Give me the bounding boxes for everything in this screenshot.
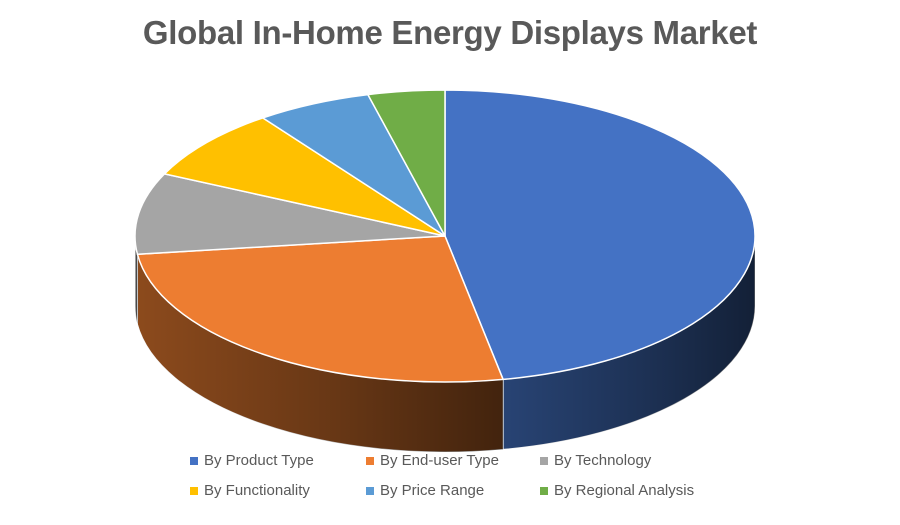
legend-label: By Technology [554, 452, 652, 469]
legend-label: By Regional Analysis [554, 482, 695, 499]
pie-side-shade-by-end-user-type [137, 254, 504, 452]
legend-label: By Product Type [204, 452, 314, 469]
legend-swatch [190, 486, 198, 495]
pie-slices [134, 89, 756, 383]
pie-slice-by-regional-analysis [367, 89, 446, 237]
pie-slice-by-technology [134, 173, 446, 256]
legend-label: By Functionality [204, 482, 310, 499]
legend-item-by-regional-analysis: By Regional Analysis [540, 482, 740, 499]
pie-slice-by-functionality [163, 117, 446, 237]
legend-item-by-functionality: By Functionality [190, 482, 366, 499]
legend-item-by-technology: By Technology [540, 452, 740, 469]
pie-slice-by-end-user-type [136, 235, 504, 383]
pie-side-shade-by-product-type [503, 236, 755, 450]
legend-item-by-product-type: By Product Type [190, 452, 366, 469]
legend-swatch [190, 456, 198, 465]
chart-legend: By Product Type By End-user Type By Techno… [190, 452, 750, 499]
chart-title: Global In-Home Energy Displays Market [142, 14, 758, 51]
legend-swatch [540, 456, 548, 465]
legend-item-by-end-user-type: By End-user Type [366, 452, 540, 469]
pie-side-shade-by-technology [135, 236, 138, 325]
legend-swatch [366, 486, 374, 495]
legend-swatch [540, 486, 548, 495]
legend-label: By End-user Type [380, 452, 499, 469]
legend-label: By Price Range [380, 482, 485, 499]
pie-slice-by-product-type [444, 89, 756, 381]
legend-swatch [366, 456, 374, 465]
legend-item-by-price-range: By Price Range [366, 482, 540, 499]
